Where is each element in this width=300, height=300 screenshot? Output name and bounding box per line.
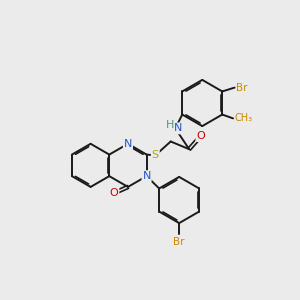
Text: N: N [124, 139, 132, 149]
Text: N: N [142, 171, 151, 181]
Text: Br: Br [236, 82, 248, 93]
Text: O: O [110, 188, 118, 198]
Text: N: N [173, 123, 182, 134]
Text: S: S [152, 150, 159, 160]
Text: O: O [196, 131, 205, 141]
Text: CH₃: CH₃ [235, 113, 253, 123]
Text: Br: Br [173, 237, 185, 247]
Text: H: H [166, 119, 174, 130]
